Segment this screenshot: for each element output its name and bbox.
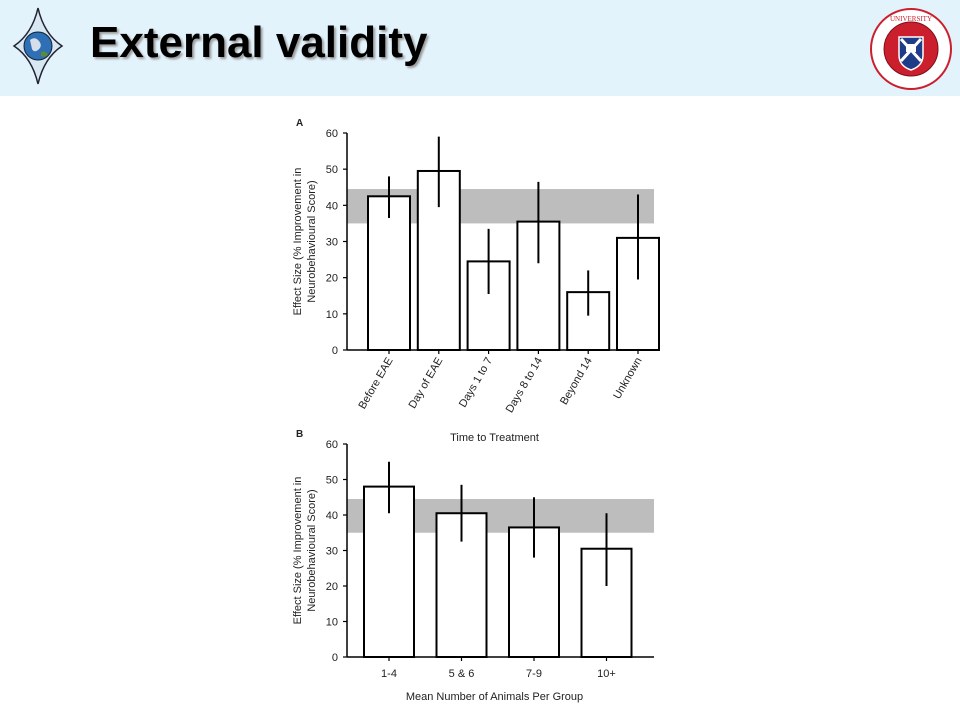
x-axis-label: Mean Number of Animals Per Group xyxy=(406,691,583,703)
bar xyxy=(363,485,415,658)
x-tick-label: Days 8 to 14 xyxy=(504,356,545,415)
x-tick-label: 10+ xyxy=(597,668,616,680)
bar xyxy=(367,195,411,351)
y-tick-label: 10 xyxy=(326,309,338,321)
y-tick-label: 20 xyxy=(326,581,338,593)
y-tick-label: 30 xyxy=(326,546,338,558)
y-tick-label: 50 xyxy=(326,475,338,487)
x-tick-label: 5 & 6 xyxy=(449,668,475,680)
y-tick-label: 60 xyxy=(326,439,338,451)
panel-label: B xyxy=(296,429,303,440)
y-tick-label: 40 xyxy=(326,510,338,522)
x-tick-label: Unknown xyxy=(611,356,644,402)
y-tick-label: 0 xyxy=(332,652,338,664)
y-tick-label: 0 xyxy=(332,345,338,357)
y-tick-label: 50 xyxy=(326,164,338,176)
globe-logo-icon xyxy=(12,7,64,85)
panel-a: 0 10 20 30 40 50 60 Effect Size (% Improvement … xyxy=(292,118,660,444)
y-axis-label: Effect Size (% Improvement in Neurobehavi… xyxy=(292,477,318,625)
y-tick-label: 30 xyxy=(326,237,338,249)
x-tick-label: Beyond 14 xyxy=(558,356,595,408)
y-tick-label: 40 xyxy=(326,200,338,212)
x-tick-label: Days 1 to 7 xyxy=(457,356,495,410)
y-tick-label: 60 xyxy=(326,128,338,140)
x-tick-label: 7-9 xyxy=(526,668,542,680)
x-tick-label: Before EAE xyxy=(356,356,395,412)
y-tick-label: 20 xyxy=(326,273,338,285)
x-axis-label: Time to Treatment xyxy=(450,432,539,444)
y-tick-label: 10 xyxy=(326,617,338,629)
x-tick-label: 1-4 xyxy=(381,668,397,680)
panel-b: 0 10 20 30 40 50 60 Effect Size (% Improvement … xyxy=(292,429,654,703)
x-tick-label: Day of EAE xyxy=(407,356,446,411)
panel-label: A xyxy=(296,118,303,129)
y-axis-label: Effect Size (% Improvement in Neurobehavi… xyxy=(292,168,318,316)
slide-title: External validity xyxy=(90,18,428,67)
slide-header xyxy=(0,0,960,96)
university-crest-icon: UNIVERSITY xyxy=(870,8,952,90)
crest-lettering: UNIVERSITY xyxy=(890,15,932,23)
